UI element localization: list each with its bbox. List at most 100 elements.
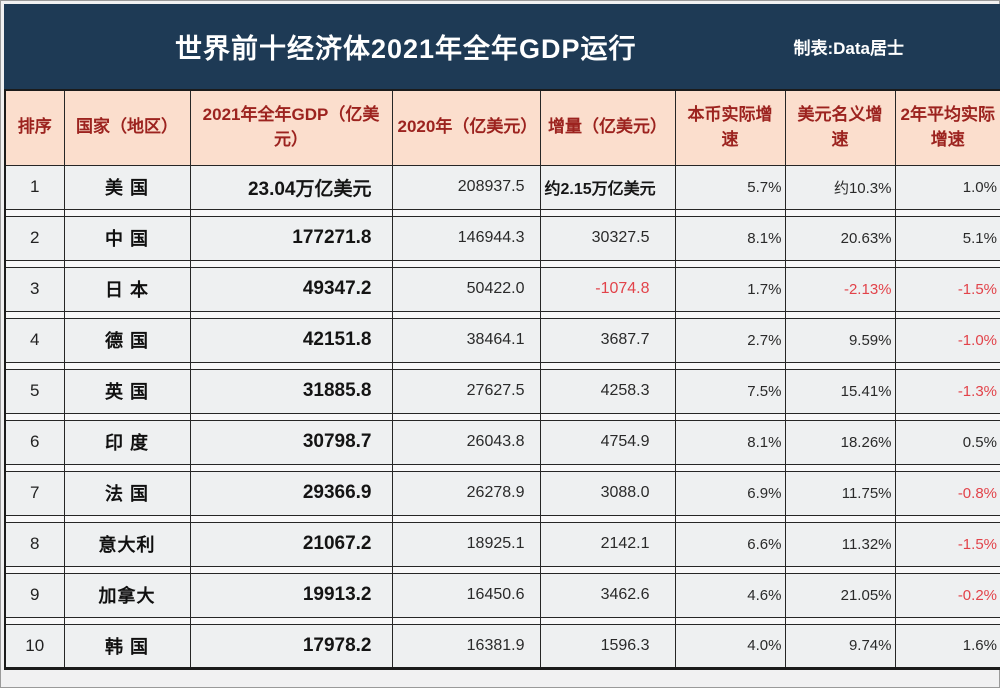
table-row: 9 加拿大 19913.2 16450.6 3462.6 4.6% 21.05% -0.2% bbox=[4, 572, 1000, 618]
real-growth-cell: 4.6% bbox=[674, 572, 786, 618]
country-cell: 印 度 bbox=[63, 419, 191, 465]
nominal-growth-cell: 20.63% bbox=[784, 215, 896, 261]
real-growth-cell: 6.6% bbox=[674, 521, 786, 567]
real-growth-cell: 2.7% bbox=[674, 317, 786, 363]
header-country: 国家（地区） bbox=[63, 89, 191, 166]
rank-cell: 3 bbox=[4, 266, 65, 312]
gdp-2021-cell: 17978.2 bbox=[189, 623, 393, 669]
nominal-growth-cell: 9.59% bbox=[784, 317, 896, 363]
header-nominal-growth: 美元名义增速 bbox=[784, 89, 896, 166]
gdp-2020-cell: 26043.8 bbox=[391, 419, 541, 465]
delta-cell: 4258.3 bbox=[539, 368, 676, 414]
delta-cell: 2142.1 bbox=[539, 521, 676, 567]
header-gdp-2020: 2020年（亿美元） bbox=[391, 89, 541, 166]
real-growth-cell: 8.1% bbox=[674, 215, 786, 261]
country-cell: 意大利 bbox=[63, 521, 191, 567]
gdp-2021-cell: 49347.2 bbox=[189, 266, 393, 312]
rank-cell: 2 bbox=[4, 215, 65, 261]
avg2-growth-cell: 0.5% bbox=[894, 419, 1000, 465]
country-cell: 中 国 bbox=[63, 215, 191, 261]
real-growth-cell: 8.1% bbox=[674, 419, 786, 465]
gdp-2020-cell: 38464.1 bbox=[391, 317, 541, 363]
gdp-2020-cell: 27627.5 bbox=[391, 368, 541, 414]
real-growth-cell: 6.9% bbox=[674, 470, 786, 516]
table-header-row: 排序 国家（地区） 2021年全年GDP（亿美元） 2020年（亿美元） 增量（… bbox=[4, 89, 1000, 166]
nominal-growth-cell: 15.41% bbox=[784, 368, 896, 414]
avg2-growth-cell: -1.5% bbox=[894, 521, 1000, 567]
nominal-growth-cell: 11.75% bbox=[784, 470, 896, 516]
gdp-2020-cell: 16450.6 bbox=[391, 572, 541, 618]
gdp-2021-cell: 23.04万亿美元 bbox=[189, 164, 393, 210]
gdp-2020-cell: 18925.1 bbox=[391, 521, 541, 567]
header-avg2-growth: 2年平均实际增速 bbox=[894, 89, 1000, 166]
header-real-growth: 本币实际增速 bbox=[674, 89, 786, 166]
avg2-growth-cell: 5.1% bbox=[894, 215, 1000, 261]
table-credit: 制表:Data居士 bbox=[793, 39, 904, 58]
nominal-growth-cell: 约10.3% bbox=[784, 164, 896, 210]
table-row: 8 意大利 21067.2 18925.1 2142.1 6.6% 11.32% -1.5% bbox=[4, 521, 1000, 567]
row-spacer bbox=[4, 310, 1000, 319]
gdp-2021-cell: 29366.9 bbox=[189, 470, 393, 516]
delta-cell: 约2.15万亿美元 bbox=[539, 164, 676, 210]
rank-cell: 4 bbox=[4, 317, 65, 363]
nominal-growth-cell: 21.05% bbox=[784, 572, 896, 618]
gdp-2021-cell: 177271.8 bbox=[189, 215, 393, 261]
nominal-growth-cell: 9.74% bbox=[784, 623, 896, 669]
real-growth-cell: 5.7% bbox=[674, 164, 786, 210]
header-gdp-2021: 2021年全年GDP（亿美元） bbox=[189, 89, 393, 166]
gdp-2021-cell: 31885.8 bbox=[189, 368, 393, 414]
title-bar: 世界前十经济体2021年全年GDP运行 制表:Data居士 bbox=[4, 4, 1000, 89]
row-spacer bbox=[4, 259, 1000, 268]
rank-cell: 5 bbox=[4, 368, 65, 414]
gdp-2020-cell: 16381.9 bbox=[391, 623, 541, 669]
country-cell: 日 本 bbox=[63, 266, 191, 312]
gdp-2021-cell: 19913.2 bbox=[189, 572, 393, 618]
avg2-growth-cell: 1.6% bbox=[894, 623, 1000, 669]
rank-cell: 8 bbox=[4, 521, 65, 567]
avg2-growth-cell: -1.5% bbox=[894, 266, 1000, 312]
country-cell: 德 国 bbox=[63, 317, 191, 363]
gdp-2020-cell: 26278.9 bbox=[391, 470, 541, 516]
gdp-table: 排序 国家（地区） 2021年全年GDP（亿美元） 2020年（亿美元） 增量（… bbox=[4, 89, 1000, 670]
rank-cell: 10 bbox=[4, 623, 65, 669]
delta-cell: 3088.0 bbox=[539, 470, 676, 516]
avg2-growth-cell: -1.3% bbox=[894, 368, 1000, 414]
row-spacer bbox=[4, 361, 1000, 370]
delta-cell: 30327.5 bbox=[539, 215, 676, 261]
rank-cell: 9 bbox=[4, 572, 65, 618]
real-growth-cell: 4.0% bbox=[674, 623, 786, 669]
delta-cell: 3462.6 bbox=[539, 572, 676, 618]
gdp-2020-cell: 146944.3 bbox=[391, 215, 541, 261]
nominal-growth-cell: 18.26% bbox=[784, 419, 896, 465]
country-cell: 英 国 bbox=[63, 368, 191, 414]
country-cell: 加拿大 bbox=[63, 572, 191, 618]
country-cell: 法 国 bbox=[63, 470, 191, 516]
delta-cell: -1074.8 bbox=[539, 266, 676, 312]
row-spacer bbox=[4, 616, 1000, 625]
delta-cell: 1596.3 bbox=[539, 623, 676, 669]
nominal-growth-cell: -2.13% bbox=[784, 266, 896, 312]
row-spacer bbox=[4, 463, 1000, 472]
country-cell: 美 国 bbox=[63, 164, 191, 210]
header-delta: 增量（亿美元） bbox=[539, 89, 676, 166]
row-spacer bbox=[4, 565, 1000, 574]
avg2-growth-cell: -1.0% bbox=[894, 317, 1000, 363]
gdp-2020-cell: 208937.5 bbox=[391, 164, 541, 210]
avg2-growth-cell: -0.2% bbox=[894, 572, 1000, 618]
rank-cell: 1 bbox=[4, 164, 65, 210]
avg2-growth-cell: -0.8% bbox=[894, 470, 1000, 516]
gdp-2020-cell: 50422.0 bbox=[391, 266, 541, 312]
delta-cell: 4754.9 bbox=[539, 419, 676, 465]
row-spacer bbox=[4, 412, 1000, 421]
nominal-growth-cell: 11.32% bbox=[784, 521, 896, 567]
country-cell: 韩 国 bbox=[63, 623, 191, 669]
real-growth-cell: 1.7% bbox=[674, 266, 786, 312]
gdp-2021-cell: 30798.7 bbox=[189, 419, 393, 465]
header-rank: 排序 bbox=[4, 89, 65, 166]
